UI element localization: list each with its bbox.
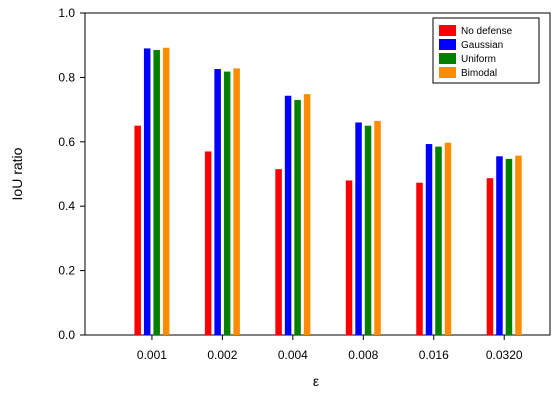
y-axis: 0.0 0.2 0.4 0.6 0.8 1.0 (58, 6, 85, 342)
legend-swatch (439, 25, 456, 36)
bar-no-defense (416, 182, 423, 335)
x-tick-label: 0.004 (278, 348, 308, 362)
bar-uniform (294, 99, 301, 335)
bar-bimodal (374, 120, 381, 336)
x-tick-label: 0.008 (348, 348, 378, 362)
x-tick-label: 0.016 (419, 348, 449, 362)
y-tick-label: 0.8 (58, 70, 75, 84)
bar-bimodal (233, 68, 240, 335)
bar-bimodal (444, 142, 452, 335)
bars-group (134, 47, 522, 336)
x-tick-label: 0.002 (207, 348, 237, 362)
plot-frame (84, 12, 551, 336)
legend-swatch (439, 67, 456, 78)
bar-gaussian (214, 69, 221, 335)
legend-label: Uniform (461, 54, 496, 65)
x-axis: 0.001 0.002 0.004 0.008 0.016 0.0320 (137, 335, 523, 362)
y-tick-label: 0.4 (58, 199, 75, 213)
bar-uniform (153, 50, 160, 335)
y-tick-label: 0.0 (58, 328, 75, 342)
bar-no-defense (275, 169, 282, 335)
legend-label: Gaussian (461, 40, 503, 51)
legend-swatch (439, 53, 456, 64)
bar-gaussian (425, 144, 433, 335)
legend-swatch (439, 39, 456, 50)
y-tick-label: 0.6 (58, 135, 75, 149)
bar-no-defense (204, 151, 212, 335)
bar-gaussian (284, 95, 292, 335)
bar-gaussian (355, 122, 362, 335)
bar-no-defense (486, 178, 494, 335)
x-tick-label: 0.0320 (486, 348, 523, 362)
bar-gaussian (143, 48, 151, 336)
legend-label: No defense (461, 26, 513, 37)
bar-uniform (435, 146, 442, 335)
bar-no-defense (345, 180, 353, 335)
bar-bimodal (303, 94, 311, 335)
y-tick-label: 1.0 (58, 6, 75, 20)
x-axis-title: ε (313, 373, 319, 389)
legend-label: Bimodal (461, 68, 497, 79)
bar-uniform (505, 158, 513, 335)
x-tick-label: 0.001 (137, 348, 167, 362)
bar-bimodal (162, 47, 170, 335)
y-tick-label: 0.2 (58, 264, 75, 278)
bar-no-defense (134, 125, 141, 335)
bar-uniform (223, 71, 231, 335)
bar-bimodal (515, 155, 522, 335)
legend: No defense Gaussian Uniform Bimodal (432, 17, 540, 84)
bar-uniform (364, 125, 372, 335)
y-axis-title: IoU ratio (9, 147, 25, 200)
bar-gaussian (496, 156, 503, 335)
